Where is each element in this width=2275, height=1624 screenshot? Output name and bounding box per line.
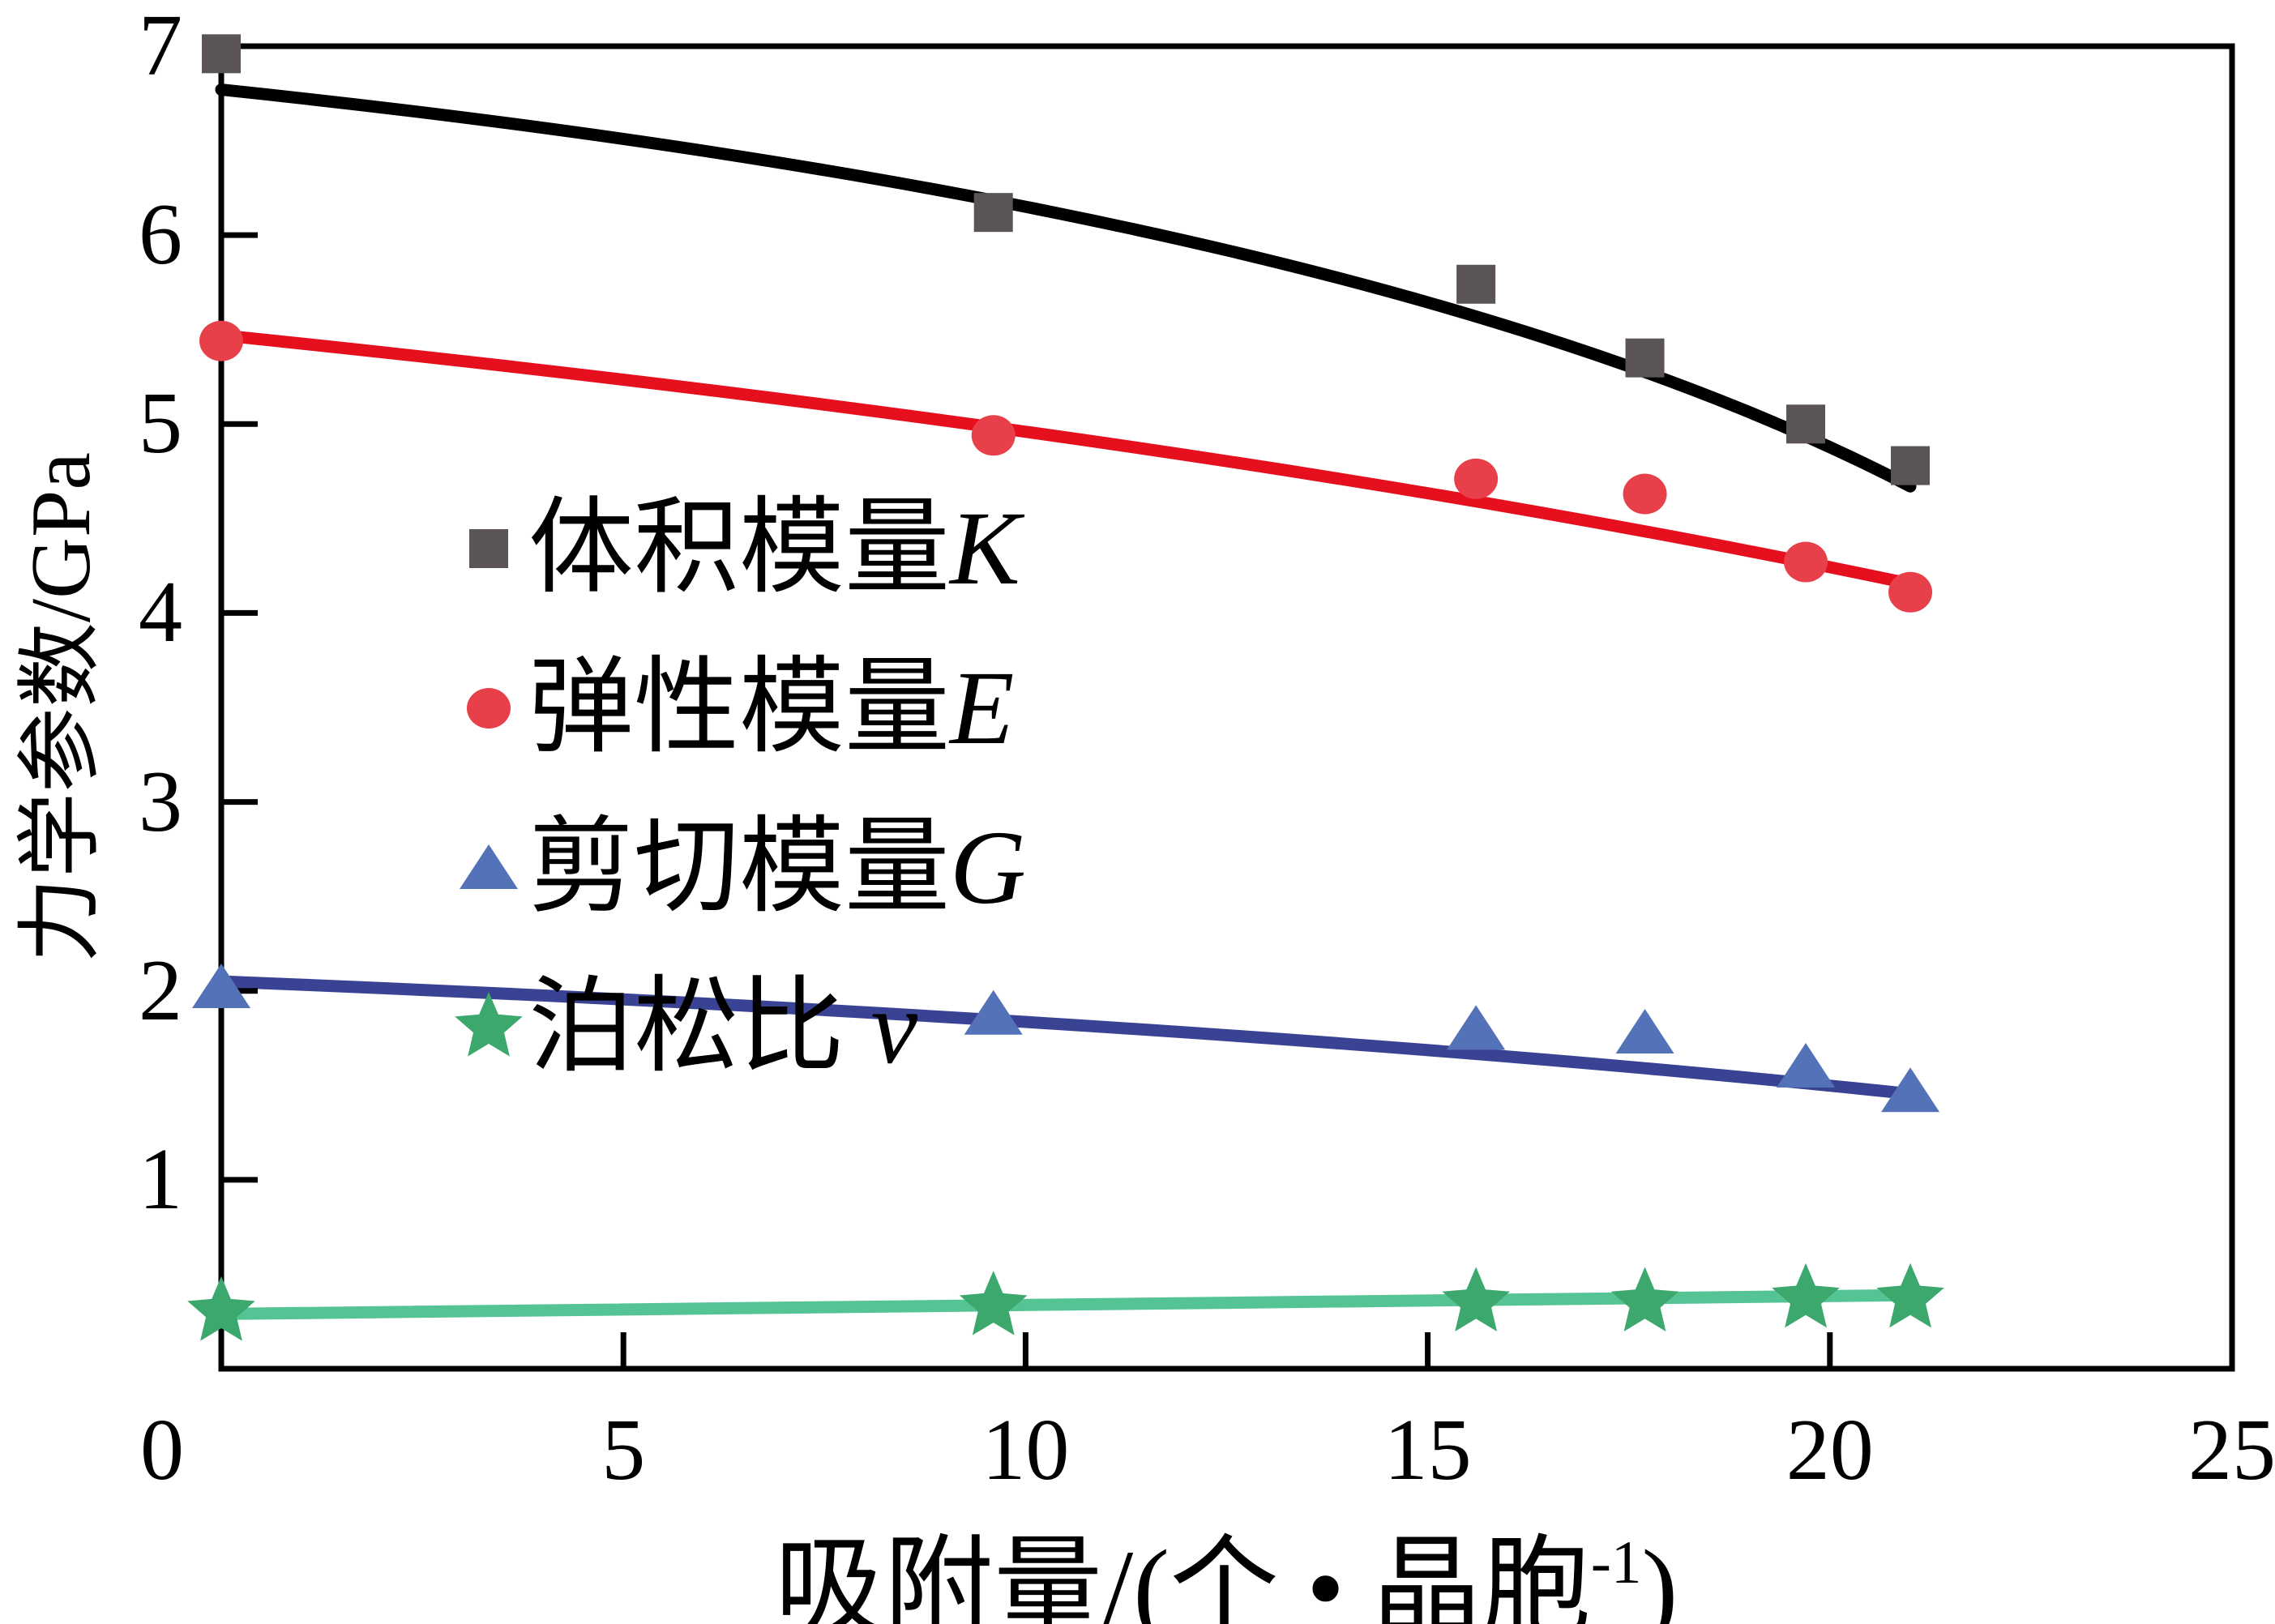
y-axis-title: 力学参数/GPa bbox=[13, 451, 108, 964]
y-tick-label-5: 5 bbox=[139, 375, 182, 472]
x-axis-title-close-paren: ) bbox=[1641, 1528, 1678, 1624]
marker-G-0 bbox=[192, 964, 250, 1009]
marker-v-5 bbox=[1876, 1263, 1944, 1328]
marker-G-2 bbox=[1447, 1005, 1506, 1050]
y-tick-label-6: 6 bbox=[139, 186, 182, 284]
x-axis-title-superscript: -1 bbox=[1590, 1529, 1642, 1596]
marker-G-1 bbox=[964, 989, 1023, 1035]
legend-item-poisson-ratio: 泊松比 v bbox=[528, 967, 917, 1088]
legend-marker-v bbox=[455, 992, 523, 1057]
marker-v-3 bbox=[1610, 1267, 1679, 1331]
legend-label: 泊松比 bbox=[528, 969, 871, 1086]
legend-symbol: G bbox=[950, 810, 1026, 926]
marker-K-2 bbox=[1456, 264, 1496, 304]
marker-E-1 bbox=[971, 415, 1016, 456]
legend-symbol: E bbox=[950, 650, 1015, 767]
marker-K-1 bbox=[973, 193, 1013, 233]
legend-marker-G bbox=[460, 844, 518, 889]
fit-line-E bbox=[215, 329, 1921, 591]
marker-E-0 bbox=[199, 320, 243, 361]
marker-E-5 bbox=[1888, 571, 1933, 613]
legend-label: 弹性模量 bbox=[528, 650, 951, 767]
marker-v-4 bbox=[1772, 1263, 1840, 1328]
legend-label: 剪切模量 bbox=[528, 810, 951, 926]
marker-E-3 bbox=[1623, 473, 1667, 515]
marker-G-5 bbox=[1881, 1067, 1940, 1113]
marker-G-4 bbox=[1777, 1042, 1836, 1088]
legend-symbol: v bbox=[870, 969, 918, 1086]
legend-marker-K bbox=[469, 529, 508, 568]
y-tick-label-2: 2 bbox=[139, 942, 182, 1039]
marker-G-3 bbox=[1615, 1009, 1674, 1054]
y-tick-label-4: 4 bbox=[139, 564, 182, 661]
y-tick-label-3: 3 bbox=[139, 753, 182, 850]
x-tick-label-25: 25 bbox=[2188, 1402, 2275, 1498]
marker-v-2 bbox=[1442, 1267, 1510, 1331]
x-axis-title: 吸附量/(个 • 晶胞-1) bbox=[578, 1504, 1875, 1624]
fit-line-G bbox=[215, 975, 1925, 1101]
legend-item-bulk-modulus: 体积模量K bbox=[528, 488, 1020, 609]
marker-E-2 bbox=[1454, 458, 1499, 499]
x-tick-label-20: 20 bbox=[1785, 1402, 1874, 1498]
x-tick-label-10: 10 bbox=[981, 1402, 1070, 1498]
y-tick-label-7: 7 bbox=[139, 0, 182, 94]
marker-K-4 bbox=[1786, 404, 1826, 444]
marker-K-3 bbox=[1625, 338, 1665, 378]
legend-label: 体积模量 bbox=[528, 490, 951, 607]
marker-K-0 bbox=[202, 34, 241, 74]
legend-item-elastic-modulus: 弹性模量E bbox=[528, 647, 1014, 769]
plot-frame bbox=[218, 43, 2235, 1372]
x-tick-label-0: 0 bbox=[140, 1402, 184, 1498]
y-tick-label-1: 1 bbox=[139, 1130, 182, 1228]
x-axis-title-text: 吸附量/(个 • 晶胞 bbox=[774, 1528, 1591, 1624]
marker-E-4 bbox=[1784, 541, 1828, 583]
marker-v-1 bbox=[959, 1271, 1028, 1336]
legend-item-shear-modulus: 剪切模量G bbox=[528, 807, 1026, 929]
x-tick-label-5: 5 bbox=[601, 1402, 646, 1498]
marker-v-0 bbox=[187, 1276, 255, 1341]
legend-symbol: K bbox=[950, 490, 1020, 607]
fit-line-K bbox=[215, 83, 1917, 493]
legend-marker-E bbox=[467, 688, 511, 729]
marker-K-5 bbox=[1891, 446, 1931, 485]
x-tick-label-15: 15 bbox=[1383, 1402, 1472, 1498]
